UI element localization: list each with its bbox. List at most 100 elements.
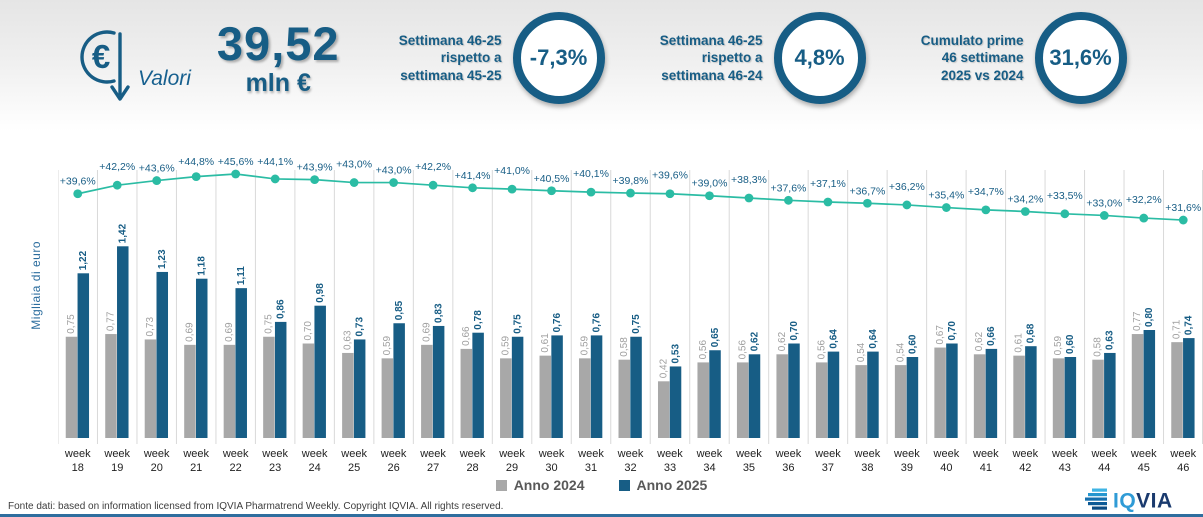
bar-value-label-2024: 0,67 <box>935 325 946 345</box>
trend-value-label: +32,2% <box>1126 194 1162 206</box>
trend-dot <box>389 178 399 187</box>
bar-anno-2024 <box>855 365 867 438</box>
trend-value-label: +39,6% <box>60 176 96 188</box>
trend-dot <box>547 186 556 196</box>
week-number: 23 <box>269 462 281 474</box>
bar-value-label-2025: 0,98 <box>315 283 326 303</box>
bar-anno-2025 <box>867 351 879 438</box>
bar-value-label-2024: 0,69 <box>185 322 196 342</box>
bar-value-label-2025: 0,70 <box>947 321 958 341</box>
bar-value-label-2025: 0,64 <box>828 329 839 349</box>
bar-value-label-2025: 0,70 <box>789 321 800 341</box>
trend-value-label: +44,1% <box>257 156 293 168</box>
bar-anno-2024 <box>618 359 630 438</box>
trend-value-label: +40,5% <box>534 173 570 185</box>
kpi-label: Cumulato prime 46 settimane 2025 vs 2024 <box>920 33 1024 83</box>
bar-value-label-2025: 0,60 <box>1065 334 1076 354</box>
source-text: Fonte dati: based on information license… <box>8 501 504 512</box>
week-number: 18 <box>72 462 84 474</box>
bar-anno-2025 <box>432 325 445 438</box>
week-number: 32 <box>624 462 636 474</box>
bar-anno-2025 <box>1025 346 1037 438</box>
bar-value-label-2024: 0,56 <box>737 339 748 359</box>
svg-text:€: € <box>92 38 110 75</box>
bar-anno-2024 <box>736 362 749 438</box>
bar-value-label-2024: 0,69 <box>421 322 432 342</box>
week-number: 44 <box>1098 462 1110 474</box>
bar-anno-2024 <box>973 354 986 438</box>
bar-anno-2025 <box>827 351 840 438</box>
trend-value-label: +39,0% <box>692 178 728 190</box>
week-number: 30 <box>545 462 557 474</box>
iqvia-logo: IQVIA <box>1085 488 1172 512</box>
trend-value-label: +37,6% <box>770 182 806 194</box>
week-label: week <box>498 448 525 460</box>
kpi-value: 31,6% <box>1049 45 1112 70</box>
bar-anno-2024 <box>1131 334 1144 438</box>
bar-anno-2024 <box>500 358 512 438</box>
trend-value-label: +36,7% <box>849 185 885 197</box>
kpi-circle: 4,8% <box>773 12 866 104</box>
bar-anno-2025 <box>195 278 208 438</box>
bar-value-label-2025: 0,63 <box>1105 330 1116 350</box>
trend-dot <box>349 178 359 187</box>
valori-label: Valori <box>138 67 191 90</box>
trend-dot <box>310 175 320 184</box>
bar-value-label-2025: 0,80 <box>1144 307 1155 327</box>
bar-value-label-2024: 0,59 <box>382 335 393 355</box>
header: € Valori 39,52 mln € Settimana 46-25 ris… <box>0 0 1203 132</box>
week-number: 34 <box>703 462 715 474</box>
bar-value-label-2024: 0,58 <box>1093 337 1104 357</box>
week-label: week <box>459 448 486 460</box>
bar-anno-2024 <box>223 344 236 438</box>
bar-anno-2025 <box>590 335 603 438</box>
week-label: week <box>64 448 91 460</box>
bar-anno-2025 <box>551 335 563 438</box>
legend-label: Anno 2025 <box>636 477 708 493</box>
week-label: week <box>1169 448 1196 460</box>
trend-value-label: +40,1% <box>573 168 609 180</box>
week-label: week <box>538 448 565 460</box>
bar-value-label-2024: 0,61 <box>1014 333 1025 353</box>
bar-anno-2024 <box>105 334 117 438</box>
bar-anno-2024 <box>776 354 788 438</box>
bar-anno-2025 <box>1143 330 1156 438</box>
bar-value-label-2024: 0,66 <box>461 326 472 346</box>
bar-anno-2025 <box>117 246 129 438</box>
trend-dot <box>862 198 872 208</box>
kpi-week-vs-last-year: Settimana 46-25 rispetto a settimana 46-… <box>639 12 866 104</box>
bar-anno-2025 <box>1183 338 1195 438</box>
kpi-circle: 31,6% <box>1034 12 1127 104</box>
week-label: week <box>854 448 881 460</box>
week-number: 19 <box>111 462 123 474</box>
bar-anno-2024 <box>342 352 354 438</box>
bar-value-label-2024: 0,73 <box>145 317 156 337</box>
trend-dot <box>823 197 833 207</box>
week-label: week <box>1090 448 1117 460</box>
week-number: 46 <box>1177 462 1189 474</box>
bar-value-label-2024: 0,62 <box>974 331 985 351</box>
week-label: week <box>1011 448 1038 460</box>
bar-value-label-2024: 0,59 <box>1053 335 1064 355</box>
trend-value-label: +33,0% <box>1086 197 1122 209</box>
bar-anno-2024 <box>144 339 157 438</box>
bar-value-label-2025: 0,76 <box>591 312 602 332</box>
week-number: 22 <box>230 462 242 474</box>
bar-value-label-2024: 0,77 <box>1132 311 1143 331</box>
week-number: 31 <box>585 462 597 474</box>
trend-value-label: +34,2% <box>1007 194 1043 206</box>
trend-value-label: +35,4% <box>928 190 964 202</box>
bar-value-label-2025: 0,74 <box>1184 315 1195 335</box>
bar-value-label-2025: 0,75 <box>631 314 642 334</box>
trend-dot <box>152 176 162 185</box>
bar-value-label-2024: 0,59 <box>500 335 511 355</box>
trend-value-label: +38,3% <box>731 174 767 186</box>
week-label: week <box>340 448 367 460</box>
week-number: 42 <box>1019 462 1031 474</box>
trend-value-label: +41,0% <box>494 165 530 177</box>
week-label: week <box>893 448 920 460</box>
bar-value-label-2025: 1,23 <box>157 249 168 269</box>
trend-dot <box>784 195 793 205</box>
bar-value-label-2025: 0,68 <box>1026 323 1037 343</box>
